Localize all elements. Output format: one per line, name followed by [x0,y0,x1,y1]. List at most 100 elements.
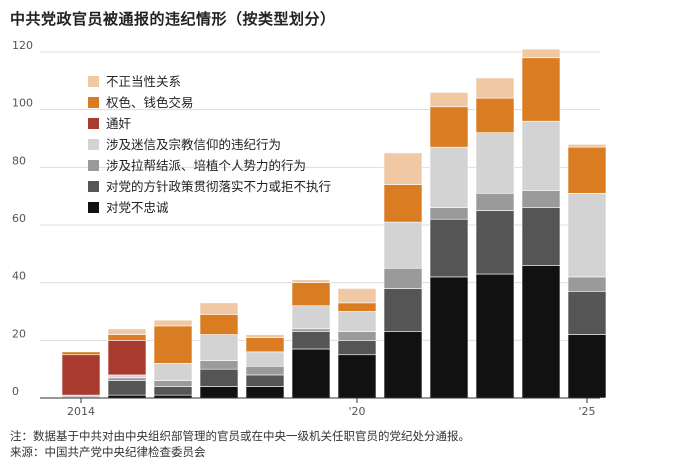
legend-label: 对党的方针政策贯彻落实不力或拒不执行 [106,179,331,194]
bar-segment [521,190,561,208]
bar-segment [245,337,285,353]
bar-segment [199,314,239,335]
legend-swatch [88,76,99,87]
legend-swatch [88,181,99,192]
bar-segment [521,48,561,59]
bar-segment [429,106,469,148]
bar-segment [291,282,331,307]
bar-segment [153,363,193,381]
bar-segment [153,386,193,396]
bar-segment [199,334,239,361]
bar-segment [383,288,423,332]
bar-segment [337,302,377,312]
bar-segment [337,331,377,341]
bar-segment [245,334,285,338]
bar-segment [153,380,193,387]
legend-swatch [88,118,99,129]
bar-segment [383,152,423,185]
bar-segment [475,132,515,194]
bar-segment [567,291,607,335]
bar-segment [291,331,331,350]
bar-segment [107,380,147,396]
bar-segment [383,331,423,399]
bar-segment [337,354,377,399]
bar-segment [291,328,331,332]
bar-segment [429,207,469,220]
bar-segment [521,57,561,122]
source-text: 来源：中国共产党中央纪律检查委员会 [10,445,206,459]
bar-segment [107,328,147,335]
stacked-bar-chart: 0 20 40 60 80 100 120 2014 '20 '25 不正当性关系权色、钱色交易… [12,39,607,418]
legend-label: 通奸 [106,116,131,131]
bar-segment [107,374,147,379]
bar-segment [567,192,607,278]
bar-segment [199,368,239,387]
y-tick-label: 100 [12,97,33,110]
bar-segment [245,386,285,399]
bar-segment [567,143,607,148]
x-axis: 2014 '20 '25 [40,397,600,418]
y-tick-label: 80 [12,154,26,167]
note-text: 注：数据基于中共对由中央组织部管理的官员或在中央一级机关任职官员的党纪处分通报。 [10,429,470,443]
bar-segment [567,146,607,194]
legend-swatch [88,202,99,213]
bar-segment [383,267,423,289]
bar-segment [475,192,515,211]
bar-segment [107,340,147,376]
bar-segment [475,77,515,99]
bar-segment [291,279,331,283]
x-tick-label: 2014 [67,405,95,418]
legend-label: 不正当性关系 [106,74,181,89]
bar-segment [153,319,193,327]
bar-segment [567,334,607,399]
footnotes: 注：数据基于中共对由中央组织部管理的官员或在中央一级机关任职官员的党纪处分通报。… [10,428,470,460]
bar-segment [199,302,239,315]
legend-swatch [88,139,99,150]
x-tick-label: '25 [578,405,595,418]
bar-segment [245,365,285,376]
bar-segment [107,334,147,341]
y-tick-label: 20 [12,327,26,340]
bar-segment [337,311,377,332]
bar-segment [383,221,423,269]
bar-segment [429,276,469,399]
bar-segment [153,325,193,364]
y-tick-label: 40 [12,270,26,283]
bar-segment [475,210,515,275]
bar-segment [429,146,469,208]
bar-segment [291,348,331,399]
bar-segment [61,351,101,356]
legend: 不正当性关系权色、钱色交易通奸涉及迷信及宗教信仰的违纪行为涉及拉帮结派、培植个人… [88,74,331,215]
bar-segment [383,184,423,223]
legend-label: 涉及拉帮结派、培植个人势力的行为 [106,158,306,173]
bar-segment [475,273,515,399]
bar-segment [429,92,469,108]
bar-segment [567,276,607,292]
chart-title: 中共党政官员被通报的违纪情形（按类型划分） [10,10,336,28]
y-tick-label: 120 [12,39,33,52]
x-tick-label: '20 [348,405,365,418]
bar-segment [199,386,239,399]
bar-segment [107,377,147,382]
bar-segment [245,374,285,387]
bar-segment [61,354,101,396]
legend-swatch [88,97,99,108]
bar-segment [521,120,561,191]
bar-segment [337,288,377,304]
bar-segment [291,305,331,330]
legend-label: 涉及迷信及宗教信仰的违纪行为 [106,137,281,152]
bar-segment [521,265,561,399]
bar-segment [429,218,469,278]
bar-segment [521,207,561,266]
bar-segment [337,340,377,356]
legend-swatch [88,160,99,171]
bars [61,48,607,399]
y-axis-ticks: 0 20 40 60 80 100 120 [12,39,33,398]
legend-label: 对党不忠诚 [106,200,169,215]
y-tick-label: 60 [12,212,26,225]
bar-segment [245,351,285,367]
bar-segment [199,360,239,370]
legend-label: 权色、钱色交易 [106,95,194,110]
y-tick-label: 0 [12,385,19,398]
bar-segment [475,97,515,134]
